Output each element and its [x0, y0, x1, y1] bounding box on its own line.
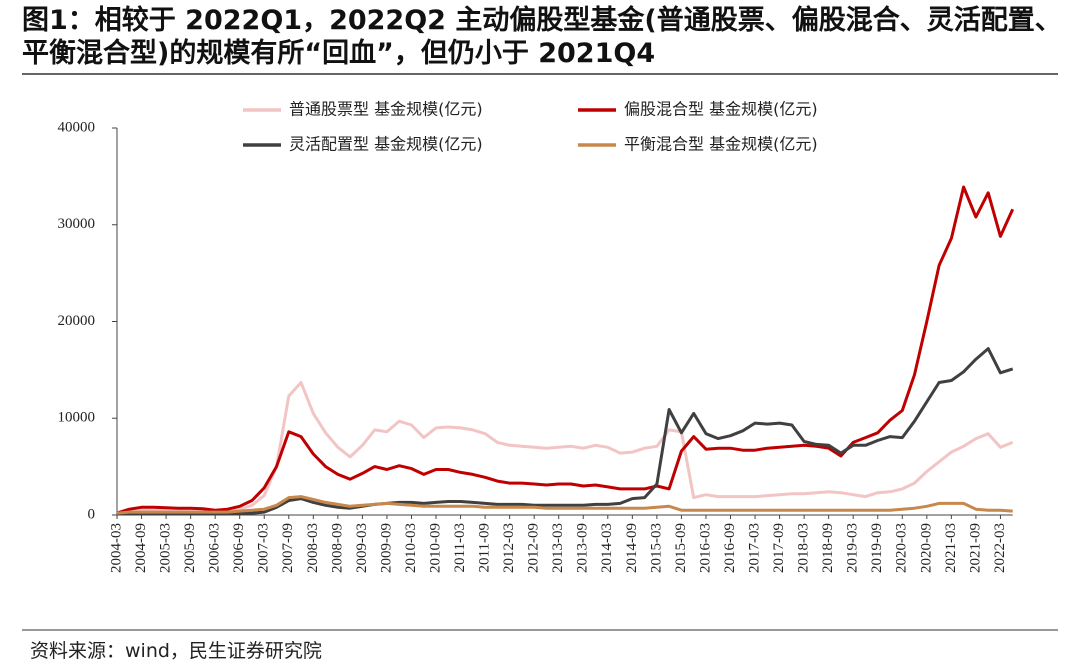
x-tick-label: 2010-03 [403, 523, 419, 573]
series-line [116, 495, 1013, 515]
legend-label: 偏股混合型 基金规模(亿元) [624, 100, 818, 119]
x-tick-label: 2006-09 [231, 523, 247, 573]
legend-label: 灵活配置型 基金规模(亿元) [289, 135, 483, 154]
x-tick-label: 2020-03 [894, 523, 910, 573]
x-tick-label: 2004-09 [133, 523, 149, 573]
x-tick-label: 2006-03 [207, 523, 223, 573]
y-tick-label: 20000 [58, 313, 96, 329]
x-tick-label: 2015-03 [648, 523, 664, 573]
x-tick-label: 2008-09 [329, 523, 345, 573]
x-tick-label: 2020-09 [918, 523, 934, 573]
x-tick-label: 2011-03 [452, 523, 468, 572]
x-tick-label: 2012-09 [526, 523, 542, 573]
x-tick-label: 2013-09 [575, 523, 591, 573]
x-tick-label: 2017-03 [746, 523, 762, 573]
x-tick-label: 2008-03 [305, 523, 321, 573]
x-tick-label: 2016-09 [722, 523, 738, 573]
x-tick-label: 2010-09 [427, 523, 443, 573]
series-line [117, 347, 1014, 516]
source: 资料来源：wind，民生证券研究院 [30, 640, 322, 662]
x-tick-label: 2009-09 [378, 523, 394, 573]
legend-label: 普通股票型 基金规模(亿元) [289, 100, 483, 119]
x-tick-label: 2013-03 [550, 523, 566, 573]
y-tick-label: 40000 [58, 119, 96, 135]
x-tick-label: 2012-03 [501, 523, 517, 573]
x-tick-label: 2018-03 [796, 523, 812, 573]
x-tick-label: 2007-03 [256, 523, 272, 573]
x-tick-label: 2015-09 [673, 523, 689, 573]
y-tick-label: 30000 [58, 216, 96, 232]
x-tick-label: 2016-03 [697, 523, 713, 573]
y-tick-label: 10000 [58, 410, 96, 426]
x-tick-label: 2007-09 [280, 523, 296, 573]
x-tick-label: 2004-03 [108, 523, 124, 573]
series-line [116, 381, 1014, 515]
x-tick-label: 2018-09 [820, 523, 836, 573]
series-line [116, 185, 1015, 515]
x-tick-label: 2014-09 [624, 523, 640, 573]
x-tick-label: 2021-09 [967, 523, 983, 573]
chart-title: 图1：相较于 2022Q1，2022Q2 主动偏股型基金(普通股票、偏股混合、灵… [22, 5, 1062, 69]
x-tick-label: 2019-03 [845, 523, 861, 573]
x-tick-label: 2019-09 [869, 523, 885, 573]
x-tick-label: 2017-09 [771, 523, 787, 573]
x-tick-label: 2014-03 [599, 523, 615, 573]
legend-label: 平衡混合型 基金规模(亿元) [624, 135, 818, 154]
x-tick-label: 2021-03 [943, 523, 959, 573]
x-tick-label: 2009-03 [354, 523, 370, 573]
x-tick-label: 2011-09 [477, 523, 493, 572]
x-tick-label: 2005-03 [158, 523, 174, 573]
y-tick-label: 0 [88, 506, 96, 522]
x-tick-label: 2005-09 [182, 523, 198, 573]
x-tick-label: 2022-03 [992, 523, 1008, 573]
